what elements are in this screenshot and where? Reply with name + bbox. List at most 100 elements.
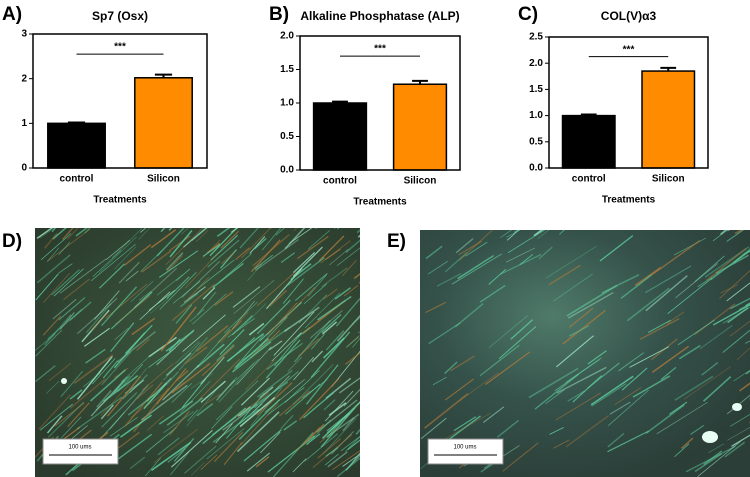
fiber — [297, 326, 311, 338]
fiber — [336, 314, 360, 342]
fiber — [220, 249, 237, 269]
fiber — [275, 228, 285, 236]
fiber — [343, 388, 360, 407]
fiber — [100, 383, 130, 417]
fiber — [567, 390, 586, 402]
fiber — [306, 433, 321, 445]
fiber — [324, 390, 354, 422]
fiber — [710, 249, 750, 281]
fiber — [215, 423, 233, 444]
fiber — [114, 376, 128, 392]
y-tick-label: 0.0 — [280, 165, 294, 176]
fiber — [99, 236, 137, 273]
fiber — [52, 298, 77, 320]
y-tick-label: 0.0 — [529, 163, 543, 174]
fiber — [159, 272, 197, 310]
fiber — [194, 329, 231, 370]
fiber — [729, 320, 750, 337]
fiber — [699, 324, 733, 350]
fiber — [140, 384, 188, 421]
fiber — [178, 337, 208, 371]
fiber — [138, 228, 151, 240]
fiber — [165, 371, 179, 385]
fiber — [47, 228, 91, 262]
panel-label: A) — [2, 4, 22, 25]
fiber — [667, 277, 713, 315]
fiber — [572, 375, 603, 403]
fiber — [69, 378, 106, 409]
fiber — [156, 274, 183, 296]
fiber — [690, 425, 704, 435]
fiber — [171, 283, 215, 322]
fiber — [745, 302, 750, 307]
fiber — [722, 329, 750, 353]
fiber — [111, 228, 143, 259]
fiber — [129, 456, 146, 470]
fiber — [722, 306, 750, 324]
fiber — [271, 332, 302, 362]
fiber — [101, 351, 132, 386]
fiber — [230, 228, 239, 233]
fiber — [345, 336, 360, 348]
fiber — [455, 238, 474, 254]
fiber — [669, 401, 688, 415]
fiber — [303, 283, 328, 305]
fiber — [599, 235, 634, 262]
fiber — [317, 438, 342, 459]
fiber — [163, 411, 195, 434]
fiber — [545, 245, 598, 279]
chart-title: COL(V)α3 — [601, 9, 657, 23]
fiber — [201, 345, 235, 377]
fiber — [38, 394, 71, 430]
fiber — [224, 301, 258, 334]
fiber — [44, 232, 58, 249]
fiber — [288, 228, 313, 244]
fiber — [259, 431, 281, 454]
fiber — [645, 275, 688, 312]
fiber — [202, 407, 247, 445]
fiber — [165, 330, 194, 352]
fiber — [182, 314, 226, 352]
fiber — [683, 366, 732, 400]
fiber — [166, 276, 190, 300]
fiber — [454, 303, 484, 328]
fiber — [712, 304, 750, 326]
chart-title: Sp7 (Osx) — [92, 9, 148, 23]
fiber — [169, 230, 193, 258]
fiber — [488, 268, 507, 285]
fiber — [528, 367, 579, 399]
fiber — [703, 450, 723, 465]
fiber — [712, 230, 728, 242]
fiber — [694, 453, 723, 473]
x-tick-label: control — [60, 174, 94, 185]
fiber — [488, 314, 529, 349]
fiber — [283, 306, 320, 333]
fiber — [67, 228, 79, 240]
fiber — [267, 435, 316, 473]
fiber — [545, 389, 565, 405]
y-tick-label: 1.0 — [280, 98, 294, 109]
fiber — [318, 235, 345, 262]
fiber — [720, 230, 727, 235]
fiber — [221, 251, 235, 265]
fiber — [677, 319, 715, 346]
fiber — [738, 303, 750, 311]
fiber — [506, 230, 520, 241]
fiber — [553, 273, 593, 302]
y-tick-label: 0 — [21, 163, 27, 174]
fiber — [320, 407, 356, 448]
fiber — [321, 313, 342, 334]
fiber — [105, 283, 148, 319]
fiber — [479, 284, 506, 303]
fiber — [694, 255, 725, 282]
fiber — [458, 240, 482, 256]
fiber — [238, 403, 263, 425]
fiber — [562, 309, 606, 345]
fiber — [697, 441, 741, 477]
fiber — [131, 317, 156, 336]
fiber — [342, 259, 357, 277]
fiber — [211, 406, 233, 429]
fiber — [287, 356, 303, 372]
x-tick-label: Silicon — [404, 176, 437, 187]
